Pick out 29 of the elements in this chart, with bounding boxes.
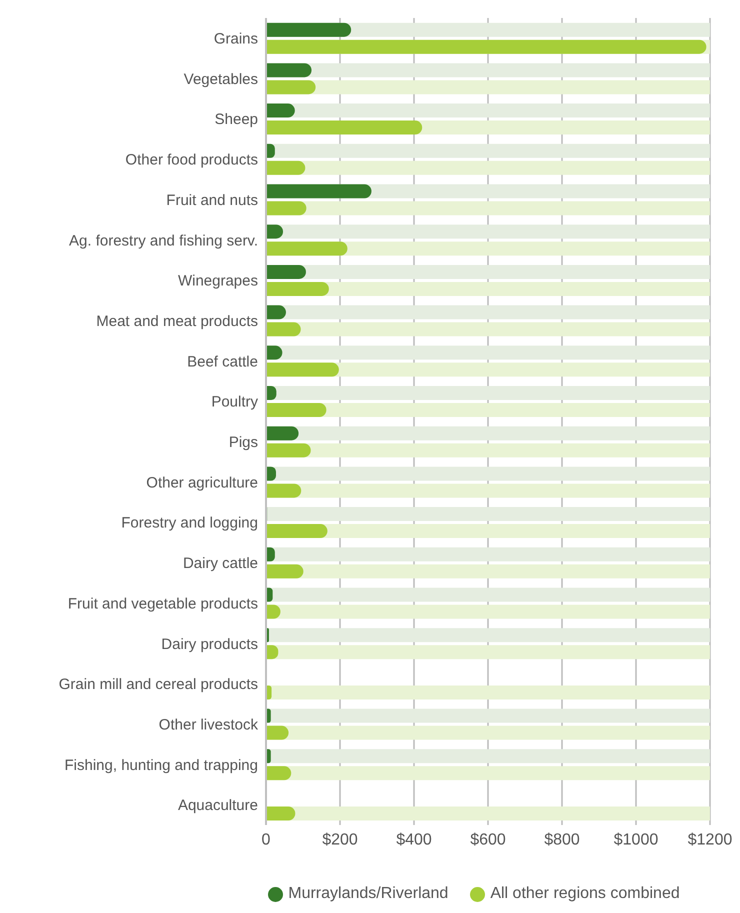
x-tick-label: $1200 (688, 831, 732, 848)
y-tick-label: Beef cattle (187, 353, 258, 370)
x-tick-label: $600 (470, 831, 506, 848)
y-tick-label: Fruit and nuts (166, 192, 258, 209)
x-tick-label: $1000 (614, 831, 658, 848)
y-tick-label: Other agriculture (146, 474, 258, 492)
y-tick-label: Ag. forestry and fishing serv. (69, 232, 258, 250)
y-tick-label: Forestry and logging (121, 514, 258, 532)
x-tick-label: $800 (544, 831, 580, 848)
y-tick-label: Fruit and vegetable products (68, 595, 258, 612)
y-tick-label: Grain mill and cereal products (58, 676, 258, 694)
y-tick-label: Other food products (125, 152, 258, 169)
y-tick-label: Sheep (214, 111, 258, 128)
x-tick-label: $200 (322, 831, 358, 848)
y-tick-label: Winegrapes (178, 272, 258, 290)
legend-label: Murraylands/Riverland (288, 885, 448, 903)
y-tick-label: Poultry (211, 394, 258, 411)
x-tick-label: $400 (396, 831, 432, 848)
y-tick-label: Vegetables (184, 70, 258, 88)
y-tick-label: Dairy cattle (182, 555, 258, 572)
y-tick-label: Grains (214, 30, 258, 48)
y-tick-label: Other livestock (158, 716, 258, 734)
x-tick-label: 0 (262, 831, 271, 848)
legend-label: All other regions combined (490, 885, 680, 903)
y-tick-label: Aquaculture (178, 797, 258, 814)
y-tick-label: Dairy products (161, 636, 258, 653)
y-tick-label: Pigs (228, 434, 258, 451)
y-tick-label: Fishing, hunting and trapping (64, 756, 258, 774)
y-tick-label: Meat and meat products (96, 312, 258, 330)
